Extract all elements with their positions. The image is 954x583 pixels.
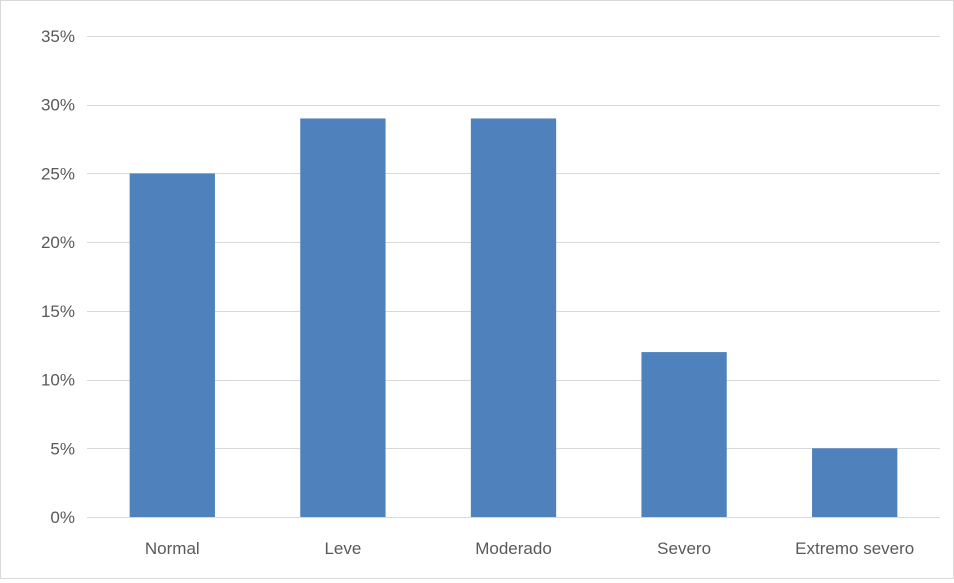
- x-tick-label: Moderado: [475, 539, 552, 558]
- y-tick-label: 5%: [50, 439, 75, 458]
- x-tick-label: Severo: [657, 539, 711, 558]
- bars: [129, 118, 898, 517]
- bar-normal: [129, 173, 215, 517]
- bar-severo: [641, 352, 727, 517]
- y-tick-label: 25%: [41, 164, 75, 183]
- bar-moderado: [470, 118, 557, 517]
- y-axis-ticks: 0% 5% 10% 15% 20% 25% 30% 35%: [41, 27, 75, 527]
- y-tick-label: 10%: [41, 371, 75, 390]
- y-tick-label: 0%: [50, 508, 75, 527]
- x-tick-label: Extremo severo: [795, 539, 914, 558]
- y-tick-label: 15%: [41, 302, 75, 321]
- y-tick-label: 30%: [41, 96, 75, 115]
- y-tick-label: 20%: [41, 233, 75, 252]
- x-axis-ticks: Normal Leve Moderado Severo Extremo severo: [145, 539, 914, 558]
- bar-extremo-severo: [812, 448, 898, 517]
- x-tick-label: Normal: [145, 539, 200, 558]
- y-tick-label: 35%: [41, 27, 75, 46]
- bar-leve: [300, 118, 386, 517]
- x-tick-label: Leve: [324, 539, 361, 558]
